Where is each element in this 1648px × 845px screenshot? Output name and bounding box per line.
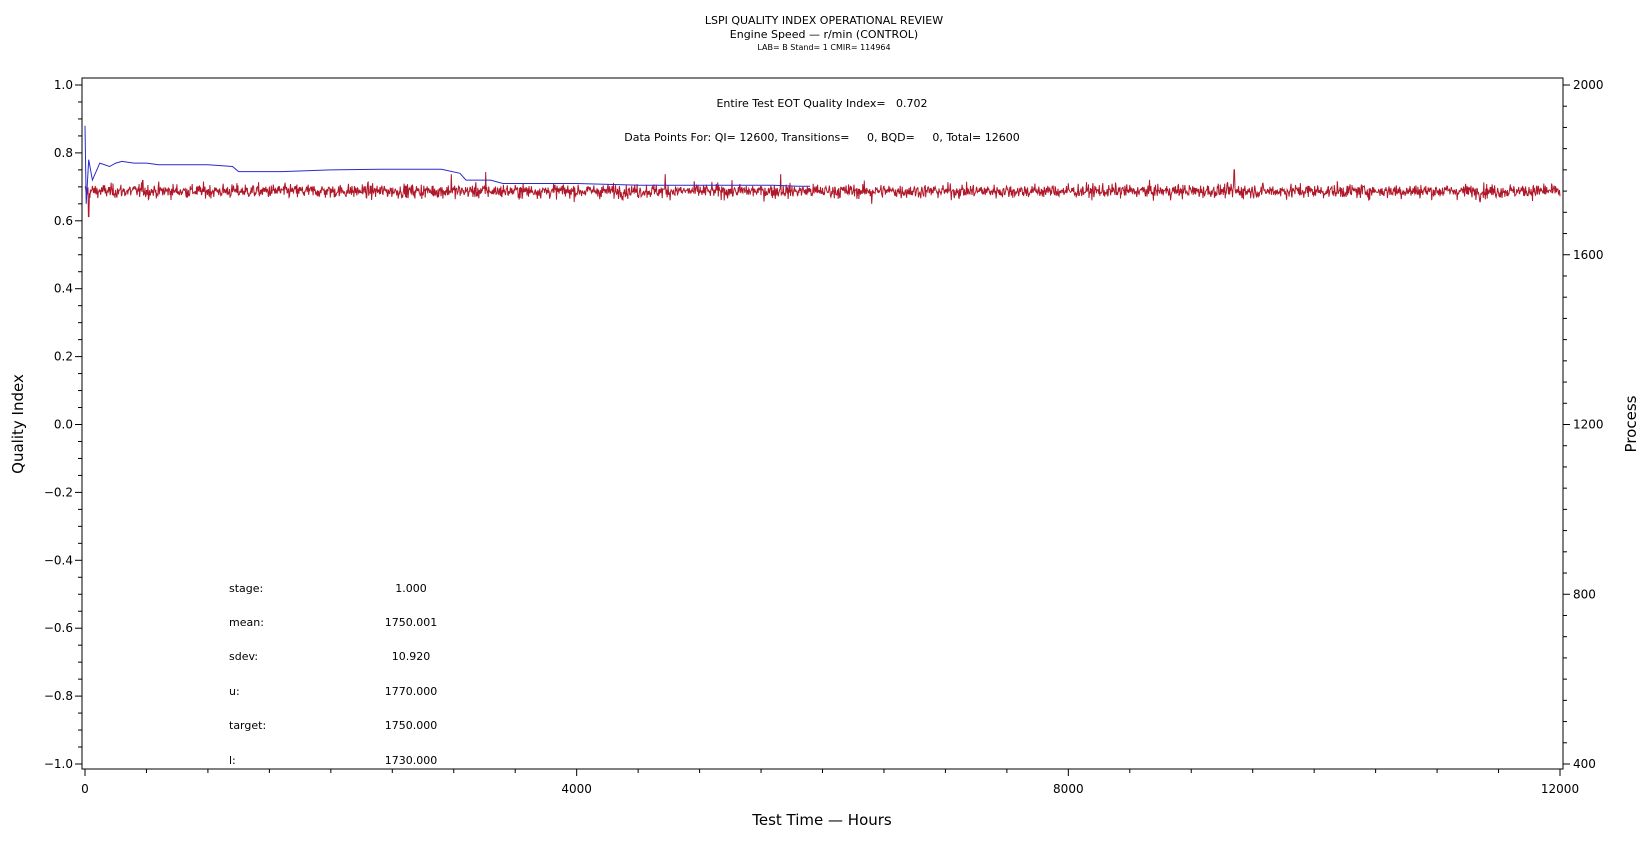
x-tick-label: 8000 [1053,782,1084,796]
y-left-tick-label: 0.6 [54,214,73,228]
stat-label: mean: [229,616,264,629]
y-left-axis-title: Quality Index [9,374,27,474]
x-tick-label: 0 [81,782,89,796]
y-left-tick-label: 0.2 [54,350,73,364]
ticks-layer: 0 4000 8000 12000 1.0 0.8 0.6 0.4 0.2 0.0 −0.2 −0.4… [44,78,1604,796]
y-left-tick-label: −0.6 [44,621,73,635]
y-right-tick-label: 400 [1573,757,1596,771]
x-tick-label: 4000 [561,782,592,796]
y-left-tick-label: 0.0 [54,418,73,432]
plot-frame [81,77,1564,770]
stat-label: u: [229,685,240,698]
stat-label: sdev: [229,650,258,663]
data-points-annotation: Data Points For: QI= 12600, Transitions=… [624,131,1019,144]
y-left-tick-label: 1.0 [54,78,73,92]
stat-label: target: [229,719,266,732]
stat-value: 1.000 [395,582,427,595]
y-left-tick-label: −0.4 [44,553,73,567]
chart-subtitle-small: LAB= B Stand= 1 CMIR= 114964 [757,43,891,52]
eot-quality-index-annotation: Entire Test EOT Quality Index= 0.702 [716,97,927,110]
chart-subtitle: Engine Speed — r/min (CONTROL) [729,28,919,41]
y-right-tick-label: 1200 [1573,418,1604,432]
y-left-tick-label: 0.4 [54,282,73,296]
y-right-axis-title: Process [1622,395,1640,452]
y-left-tick-label: −1.0 [44,757,73,771]
stats-table: stage: 1.000 mean: 1750.001 sdev: 10.920… [229,582,437,767]
plot-area [81,77,1564,770]
stat-value: 1730.000 [385,754,438,767]
stat-value: 10.920 [392,650,431,663]
stat-label: l: [229,754,236,767]
stat-value: 1750.001 [385,616,438,629]
x-axis-title: Test Time — Hours [751,811,892,829]
chart-title: LSPI QUALITY INDEX OPERATIONAL REVIEW [704,14,944,27]
x-tick-label: 12000 [1541,782,1579,796]
y-right-tick-label: 2000 [1573,78,1604,92]
y-right-tick-label: 800 [1573,587,1596,601]
y-left-tick-label: 0.8 [54,146,73,160]
y-right-tick-label: 1600 [1573,248,1604,262]
quality-index-series-line [84,125,811,204]
y-left-tick-label: −0.8 [44,689,73,703]
stat-value: 1770.000 [385,685,438,698]
stat-label: stage: [229,582,263,595]
y-left-tick-label: −0.2 [44,485,73,499]
process-series-line [84,169,1561,218]
stat-value: 1750.000 [385,719,438,732]
